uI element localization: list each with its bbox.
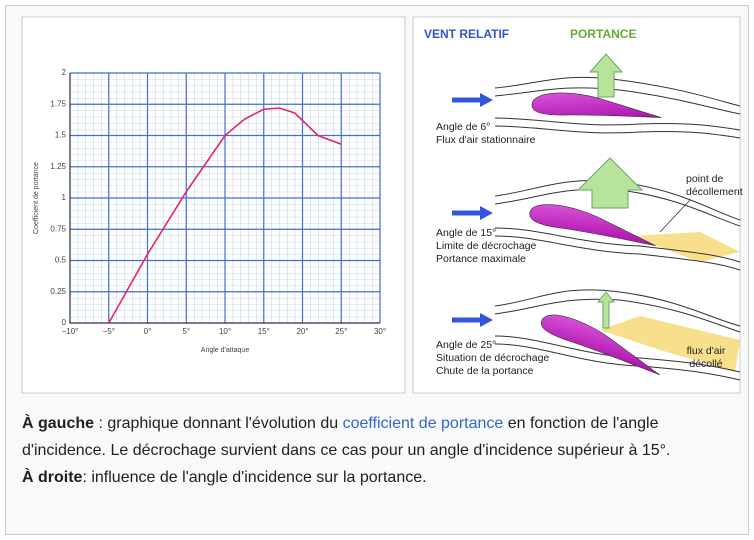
panel-15 <box>452 157 741 271</box>
y-tick-label: 0.75 <box>50 224 66 233</box>
y-tick-label: 0.25 <box>50 287 66 296</box>
panel-text: Angle de 25° <box>436 339 496 351</box>
panel-text: Situation de décrochage <box>436 352 549 364</box>
panel-text: Chute de la portance <box>436 365 534 377</box>
y-tick-label: 1.5 <box>55 131 67 140</box>
caption-link[interactable]: coefficient de portance <box>342 415 504 432</box>
y-tick-label: 1 <box>62 193 67 202</box>
caption-bold: À gauche <box>22 415 95 432</box>
y-tick-label: 1.25 <box>50 162 66 171</box>
wind-label: VENT RELATIF <box>424 27 509 41</box>
lift-curve <box>108 107 342 324</box>
x-tick-label: 25° <box>335 327 347 336</box>
panel-text: Limite de décrochage <box>436 240 537 252</box>
caption-bold: À droite <box>22 469 83 486</box>
y-tick-label: 0.5 <box>55 256 67 265</box>
y-tick-label: 0 <box>62 318 67 327</box>
x-tick-label: 0° <box>144 327 152 336</box>
figure: 0 0.25 0.5 0.75 1 1.25 1.5 1.75 2 −10° −5° 0° 5° 10° 1… <box>21 16 743 394</box>
caption-text: en fonction de l'angle d'incidence. Le d… <box>22 415 671 459</box>
axes <box>69 73 380 324</box>
y-axis-label: Coefficient de portance <box>33 162 40 234</box>
caption: À gauche : graphique donnant l'évolution… <box>22 410 737 491</box>
x-tick-label: 30° <box>374 327 386 336</box>
panel-note: décollement <box>686 186 743 198</box>
panel-text: Portance maximale <box>436 253 526 265</box>
lift-label: PORTANCE <box>570 27 636 41</box>
x-tick-label: −10° <box>62 327 79 336</box>
panel-text: Angle de 6° <box>436 121 490 133</box>
caption-text: : graphique donnant l'évolution du <box>94 415 343 432</box>
caption-text: : influence de l'angle d'incidence sur l… <box>82 469 427 486</box>
y-tick-label: 1.75 <box>50 99 66 108</box>
x-tick-label: −5° <box>103 327 115 336</box>
panel-note: décollé <box>689 358 722 370</box>
x-tick-label: 10° <box>219 327 231 336</box>
y-tick-label: 2 <box>62 68 67 77</box>
x-tick-label: 20° <box>296 327 308 336</box>
x-tick-label: 5° <box>182 327 190 336</box>
panel-note: point de <box>686 173 724 185</box>
panel-25 <box>452 289 741 384</box>
panel-note: flux d'air <box>687 345 726 357</box>
x-tick-label: 15° <box>258 327 270 336</box>
panel-6 <box>452 53 741 139</box>
x-axis-label: Angle d'attaque <box>201 347 250 354</box>
panel-text: Angle de 15° <box>436 227 496 239</box>
panel-text: Flux d'air stationnaire <box>436 134 536 146</box>
